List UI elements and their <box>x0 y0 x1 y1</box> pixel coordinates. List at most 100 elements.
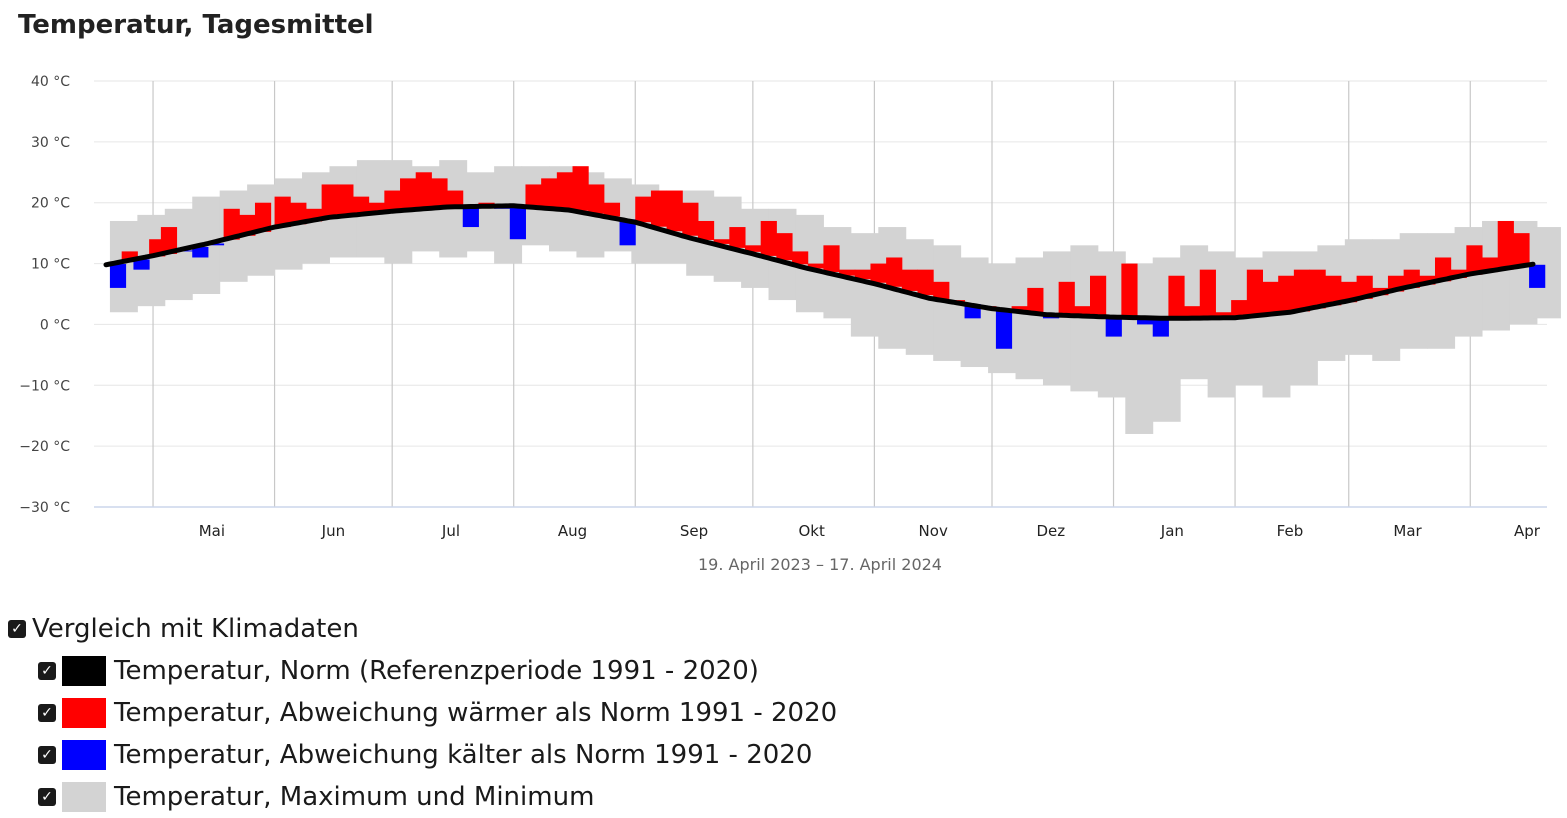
warm-bar <box>650 190 668 227</box>
warm-bar <box>886 257 903 287</box>
range-bar <box>1454 227 1483 337</box>
warm-bar <box>1184 306 1201 319</box>
warm-bar <box>776 233 793 261</box>
legend-swatch-warm <box>62 698 106 728</box>
warm-bar <box>1199 269 1216 319</box>
x-tick-label: Apr <box>1514 522 1541 540</box>
legend-item-cold[interactable]: ✓ Temperatur, Abweichung kälter als Norm… <box>8 734 837 776</box>
warm-bar <box>901 269 919 291</box>
x-tick-label: Aug <box>558 522 587 540</box>
legend-label-warm: Temperatur, Abweichung wärmer als Norm 1… <box>114 698 838 728</box>
x-tick-label: Jul <box>441 522 460 540</box>
warm-bar <box>603 202 621 217</box>
x-tick-label: Sep <box>680 522 708 540</box>
x-tick-label: Nov <box>919 522 948 540</box>
warm-bar <box>337 184 354 217</box>
legend-item-warm[interactable]: ✓ Temperatur, Abweichung wärmer als Norm… <box>8 692 837 734</box>
warm-bar <box>682 202 699 236</box>
x-tick-label: Jun <box>321 522 345 540</box>
warm-bar <box>447 190 464 207</box>
warm-bar <box>1497 220 1514 270</box>
checkbox-icon[interactable]: ✓ <box>38 662 56 680</box>
cold-bar <box>207 243 225 246</box>
y-tick-label: −30 °C <box>19 500 70 516</box>
warm-bar <box>713 239 730 244</box>
warm-bar <box>1340 281 1358 303</box>
norm-layer <box>103 203 1536 321</box>
warm-bar <box>1215 312 1232 318</box>
legend-group[interactable]: ✓ Vergleich mit Klimadaten <box>8 608 837 650</box>
cold-bar <box>109 264 127 288</box>
y-tick-label: 10 °C <box>31 257 70 273</box>
x-tick-label: Mar <box>1393 522 1422 540</box>
cold-bar <box>133 259 150 270</box>
legend-item-range[interactable]: ✓ Temperatur, Maximum und Minimum <box>8 776 837 818</box>
cold-bar <box>619 219 636 246</box>
warm-bar <box>588 184 605 214</box>
warm-bar <box>823 245 840 273</box>
warm-bar <box>1513 233 1530 268</box>
legend: ✓ Vergleich mit Klimadaten ✓ Temperatur,… <box>8 608 837 818</box>
warm-bar <box>121 251 138 262</box>
legend-swatch-cold <box>62 740 106 770</box>
warm-bar <box>1434 257 1452 282</box>
warm-bar <box>1419 275 1436 285</box>
warm-bar <box>384 190 401 212</box>
warm-bar <box>1278 275 1295 314</box>
chart-title: Temperatur, Tagesmittel <box>18 10 374 40</box>
checkbox-icon[interactable]: ✓ <box>8 620 26 638</box>
cold-bar <box>1529 264 1546 288</box>
legend-label-cold: Temperatur, Abweichung kälter als Norm 1… <box>114 740 813 770</box>
warm-bar <box>368 202 385 214</box>
legend-swatch-norm <box>62 656 106 686</box>
warm-bar <box>933 281 950 299</box>
legend-label-norm: Temperatur, Norm (Referenzperiode 1991 -… <box>114 656 759 686</box>
warm-bar <box>854 269 871 280</box>
warm-bar <box>321 184 338 219</box>
warm-bar <box>254 202 272 232</box>
y-tick-label: 40 °C <box>31 74 70 90</box>
legend-item-norm[interactable]: ✓ Temperatur, Norm (Referenzperiode 1991… <box>8 650 837 692</box>
warm-bar <box>223 208 240 240</box>
checkbox-icon[interactable]: ✓ <box>38 746 56 764</box>
checkbox-icon[interactable]: ✓ <box>38 788 56 806</box>
range-bar <box>1015 257 1044 380</box>
y-tick-label: −10 °C <box>19 378 70 394</box>
warm-bar <box>1074 306 1091 316</box>
y-tick-label: 0 °C <box>40 317 70 333</box>
axis-layer: 40 °C 30 °C 20 °C 10 °C 0 °C −10 °C −20 °C −30 … <box>19 74 1547 540</box>
range-bar <box>1427 233 1456 349</box>
range-layer <box>109 160 1561 434</box>
warm-bar <box>400 178 417 211</box>
warm-bar <box>807 263 824 269</box>
cold-bar <box>1137 317 1154 325</box>
legend-label-range: Temperatur, Maximum und Minimum <box>114 782 595 812</box>
legend-group-label: Vergleich mit Klimadaten <box>32 614 359 644</box>
checkbox-icon[interactable]: ✓ <box>38 704 56 722</box>
warm-bar <box>290 202 307 225</box>
warm-bar <box>745 245 762 252</box>
warm-bar <box>415 172 432 210</box>
warm-bar <box>572 166 589 211</box>
y-tick-label: 20 °C <box>31 196 70 212</box>
warm-bar <box>160 227 178 254</box>
warm-bar <box>917 269 934 296</box>
warm-bar <box>1090 275 1107 317</box>
warm-bar <box>1058 281 1075 316</box>
warm-bar <box>1011 306 1028 311</box>
warm-bar <box>666 190 683 232</box>
warm-bar <box>541 178 558 208</box>
warm-bar <box>1262 281 1279 315</box>
warm-bar <box>1231 300 1248 318</box>
warm-bar <box>556 172 574 210</box>
x-tick-label: Feb <box>1277 522 1304 540</box>
x-tick-label: Mai <box>199 522 225 540</box>
warm-bar <box>729 227 746 248</box>
cold-bar <box>1152 317 1169 337</box>
cold-bar <box>192 246 209 258</box>
warm-bar <box>1246 269 1263 317</box>
cold-bar <box>462 206 479 228</box>
warm-bar <box>1309 269 1326 309</box>
x-tick-label: Jan <box>1160 522 1184 540</box>
warm-bar <box>274 196 291 228</box>
